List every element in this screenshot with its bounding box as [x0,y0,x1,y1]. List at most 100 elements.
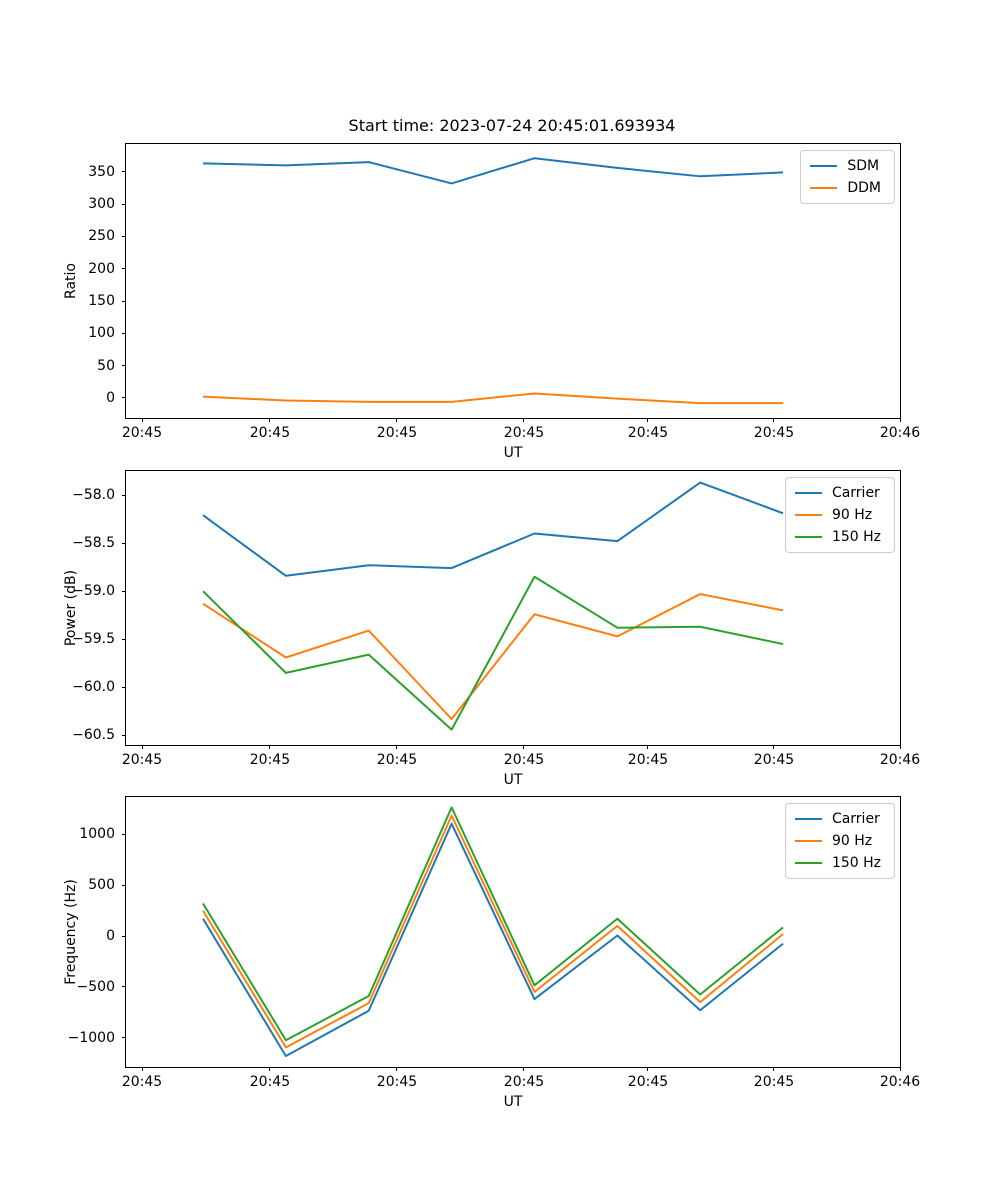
legend-item-label: Carrier [831,811,880,827]
y-axis-label: Frequency (Hz) [63,879,80,985]
legend-line-sample [794,536,822,538]
x-tick-mark [523,745,525,749]
x-tick-label: 20:45 [376,1074,418,1090]
legend-item-label: SDM [847,158,880,174]
y-tick-mark [122,365,126,367]
y-tick-label: 50 [97,357,115,374]
x-tick-mark [899,418,901,422]
x-tick-label: 20:45 [249,752,291,768]
x-tick-mark [647,745,649,749]
y-tick-label: 250 [88,228,115,245]
x-tick-label: 20:45 [376,425,418,441]
y-tick-label: 100 [88,325,115,342]
x-axis-label: UT [503,772,523,788]
x-tick-mark [269,418,271,422]
y-tick-mark [122,1037,126,1039]
y-tick-mark [122,833,126,835]
plot-area [202,157,784,405]
legend-item: 150 Hz [794,855,885,871]
x-tick-label: 20:46 [879,1074,921,1090]
y-tick-label: −58.0 [72,487,115,504]
legend-item: 90 Hz [794,833,885,849]
x-tick-label: 20:45 [503,1074,545,1090]
x-tick-mark [773,745,775,749]
y-tick-label: −60.5 [72,727,115,744]
legend-line-sample [794,492,822,494]
y-tick-label: 300 [88,196,115,213]
x-tick-mark [523,418,525,422]
series-line-150-hz [202,806,784,1042]
x-tick-label: 20:45 [121,752,163,768]
legend-item: 150 Hz [794,529,885,545]
x-tick-label: 20:45 [503,752,545,768]
legend-line-sample [810,187,838,189]
chart-power: −58.0 −58.5 −59.0 −59.5 −60.0 −60.5 20:45 20:45… [63,470,920,788]
y-tick-mark [122,268,126,270]
legend-item: Carrier [794,485,885,501]
legend-item: DDM [810,180,885,196]
x-tick-label: 20:45 [753,752,795,768]
series-line-sdm [202,157,784,185]
legend-item-label: 150 Hz [831,855,881,871]
legend-item: SDM [810,158,885,174]
legend: SDM DDM [800,150,895,204]
y-tick-mark [122,300,126,302]
x-tick-mark [773,418,775,422]
y-tick-mark [122,686,126,688]
y-tick-mark [122,884,126,886]
legend-item-label: 150 Hz [831,529,881,545]
y-tick-mark [122,590,126,592]
y-tick-label: 0 [106,389,115,406]
legend-item-label: Carrier [831,485,880,501]
x-tick-label: 20:45 [753,1074,795,1090]
y-tick-mark [122,935,126,937]
chart-frequency: −1000 −500 0 500 1000 20:45 20:45 20:45 20:45 20:… [63,796,920,1110]
y-tick-label: −1000 [67,1029,115,1046]
y-axis-label: Ratio [63,263,80,299]
legend: Carrier 90 Hz 150 Hz [784,803,895,879]
x-axis-label: UT [503,445,523,461]
series-line-90-hz [202,814,784,1049]
x-tick-mark [141,745,143,749]
y-tick-mark [122,542,126,544]
y-axis-label-wrap: Frequency (Hz) [56,797,86,1067]
legend-line-sample [794,818,822,820]
legend-item: Carrier [794,811,885,827]
y-tick-label: 150 [88,293,115,310]
x-tick-label: 20:45 [627,752,669,768]
figure-title: Start time: 2023-07-24 20:45:01.693934 [348,116,676,135]
series-line-carrier [202,822,784,1058]
x-tick-mark [141,418,143,422]
x-tick-label: 20:45 [627,1074,669,1090]
x-tick-label: 20:45 [249,425,291,441]
x-tick-label: 20:45 [121,1074,163,1090]
y-axis-label: Power (dB) [63,569,80,647]
legend-item-label: DDM [847,180,881,196]
x-tick-mark [396,745,398,749]
y-tick-mark [122,235,126,237]
legend-line-sample [794,862,822,864]
x-tick-mark [269,745,271,749]
y-tick-label: 200 [88,260,115,277]
y-tick-mark [122,397,126,399]
legend: Carrier 90 Hz 150 Hz [784,477,895,553]
y-tick-mark [122,171,126,173]
x-tick-mark [141,1067,143,1071]
x-tick-mark [396,418,398,422]
y-tick-mark [122,332,126,334]
y-tick-label: 350 [88,163,115,180]
y-tick-label: −60.0 [72,679,115,696]
chart-ratio: 0 50 100 150 200 250 300 350 20:45 20:45 20:45 20:4… [63,143,920,461]
legend-item-label: 90 Hz [831,833,873,849]
y-axis-label-wrap: Power (dB) [56,471,86,745]
y-tick-label: 1000 [79,826,115,843]
y-tick-mark [122,203,126,205]
x-tick-label: 20:46 [879,425,921,441]
x-tick-label: 20:45 [249,1074,291,1090]
x-tick-mark [773,1067,775,1071]
y-tick-label: −500 [76,978,115,995]
y-axis-label-wrap: Ratio [56,144,86,418]
legend-line-sample [810,165,838,167]
y-tick-mark [122,734,126,736]
